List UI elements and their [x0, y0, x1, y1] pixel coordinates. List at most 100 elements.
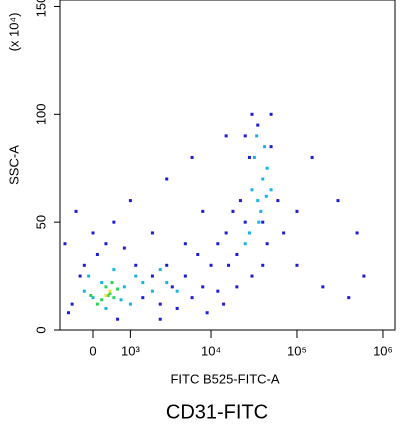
point	[243, 220, 247, 224]
point	[243, 134, 247, 138]
point	[252, 155, 256, 159]
point	[276, 199, 280, 203]
point	[336, 199, 340, 203]
point	[108, 291, 112, 295]
point	[209, 263, 213, 267]
point	[243, 242, 247, 246]
point	[112, 296, 116, 300]
point	[106, 293, 110, 297]
y-tick-label: 100	[33, 103, 48, 125]
point	[175, 306, 179, 310]
point	[201, 209, 205, 213]
point	[183, 274, 187, 278]
point	[158, 302, 162, 306]
point	[158, 268, 162, 272]
point	[261, 220, 265, 224]
point	[150, 231, 154, 235]
point	[70, 302, 74, 306]
point	[235, 285, 239, 289]
y-tick-label: 0	[33, 326, 48, 333]
point	[78, 274, 82, 278]
point	[165, 177, 169, 181]
point	[89, 293, 93, 297]
x-axis-label: FITC B525-FITC-A	[170, 371, 279, 386]
point	[91, 296, 95, 300]
point	[190, 155, 194, 159]
point	[224, 134, 228, 138]
plot-frame	[59, 0, 396, 331]
point	[259, 209, 263, 213]
point	[321, 285, 325, 289]
point	[222, 302, 226, 306]
point	[269, 145, 273, 149]
point	[175, 289, 179, 293]
x-tick-label: 0	[89, 343, 96, 358]
point	[261, 263, 265, 267]
point	[216, 242, 220, 246]
point	[201, 285, 205, 289]
point	[255, 134, 259, 138]
point	[119, 298, 123, 302]
point	[269, 188, 273, 192]
point	[264, 194, 268, 198]
y-tick-label: 50	[33, 215, 48, 229]
y-unit: (x 10⁴)	[6, 13, 21, 52]
point	[150, 289, 154, 293]
point	[141, 296, 145, 300]
point	[269, 112, 273, 116]
point	[128, 199, 132, 203]
point	[261, 177, 265, 181]
point	[183, 242, 187, 246]
point	[74, 209, 78, 213]
point	[231, 209, 235, 213]
point	[122, 246, 126, 250]
point	[295, 209, 299, 213]
point	[190, 296, 194, 300]
x-tick-label: 10³	[121, 343, 140, 358]
point	[100, 281, 104, 285]
point	[282, 231, 286, 235]
point	[82, 263, 86, 267]
point	[250, 112, 254, 116]
point	[128, 302, 132, 306]
point	[216, 289, 220, 293]
point	[104, 293, 108, 297]
point	[112, 268, 116, 272]
point	[250, 188, 254, 192]
point	[108, 289, 112, 293]
point	[112, 220, 116, 224]
point	[265, 166, 269, 170]
point	[100, 298, 104, 302]
point	[247, 155, 251, 159]
point	[263, 145, 267, 149]
point	[250, 274, 254, 278]
point	[235, 253, 239, 257]
point	[95, 253, 99, 257]
point	[104, 242, 108, 246]
point	[66, 311, 70, 315]
x-tick-label: 10⁴	[201, 343, 221, 358]
point	[165, 263, 169, 267]
point	[265, 242, 269, 246]
point	[165, 281, 169, 285]
point	[205, 311, 209, 315]
point	[256, 123, 260, 127]
chart-title: CD31-FITC	[166, 401, 268, 423]
point	[238, 199, 242, 203]
point	[63, 242, 67, 246]
point	[91, 231, 95, 235]
point	[227, 263, 231, 267]
x-tick-label: 10⁶	[373, 343, 393, 358]
point	[257, 220, 261, 224]
point	[95, 302, 99, 306]
point	[122, 285, 126, 289]
point	[110, 281, 114, 285]
point	[295, 263, 299, 267]
point	[170, 285, 174, 289]
point	[134, 274, 138, 278]
point	[362, 274, 366, 278]
point	[196, 253, 200, 257]
point	[150, 274, 154, 278]
point	[116, 317, 120, 321]
